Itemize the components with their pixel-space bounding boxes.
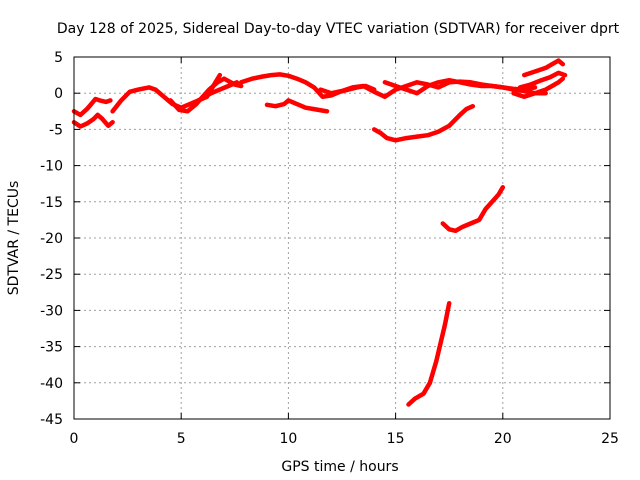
x-tick-label: 10: [279, 431, 297, 447]
y-tick-label: -30: [40, 303, 63, 319]
y-tick-label: -40: [40, 376, 63, 392]
grid: [74, 57, 610, 419]
series-line-sat-j: [511, 76, 566, 100]
series-line-sat-a: [71, 96, 113, 118]
y-tick-label: -45: [40, 412, 63, 428]
y-tick-label: -25: [40, 267, 63, 283]
series-line-sat-e: [189, 80, 240, 107]
series-line-sat-i: [382, 77, 548, 96]
x-tick-label: 20: [494, 431, 512, 447]
series-line-sat-l: [517, 70, 568, 90]
x-tick-label: 5: [177, 431, 186, 447]
y-tick-label: -35: [40, 340, 63, 356]
data-series: [71, 58, 568, 407]
y-tick-label: 0: [54, 86, 63, 102]
y-tick-label: -20: [40, 231, 63, 247]
series-line-sat-n: [440, 185, 506, 234]
y-axis-label: SDTVAR / TECUs: [6, 181, 22, 296]
axes: 0 5 10 15 20 25 5 0 -5 -10 -15 -20 -25 -30 -35 -40 -45: [40, 50, 619, 447]
x-tick-label: 15: [387, 431, 405, 447]
series-line-sat-k: [521, 58, 566, 78]
series-line-sat-g: [264, 98, 330, 114]
y-tick-label: 5: [54, 50, 63, 66]
x-tick-label: 25: [601, 431, 619, 447]
y-tick-label: -5: [49, 122, 63, 138]
series-line-sat-b: [71, 112, 115, 129]
chart-title: Day 128 of 2025, Sidereal Day-to-day VTE…: [57, 21, 620, 37]
y-tick-label: -10: [40, 159, 63, 175]
x-tick-label: 0: [70, 431, 79, 447]
x-axis-label: GPS time / hours: [281, 459, 398, 475]
series-line-sat-d: [168, 76, 244, 114]
series-line-sat-o: [406, 300, 452, 407]
y-tick-label: -15: [40, 195, 63, 211]
series-line-sat-m: [371, 103, 476, 143]
